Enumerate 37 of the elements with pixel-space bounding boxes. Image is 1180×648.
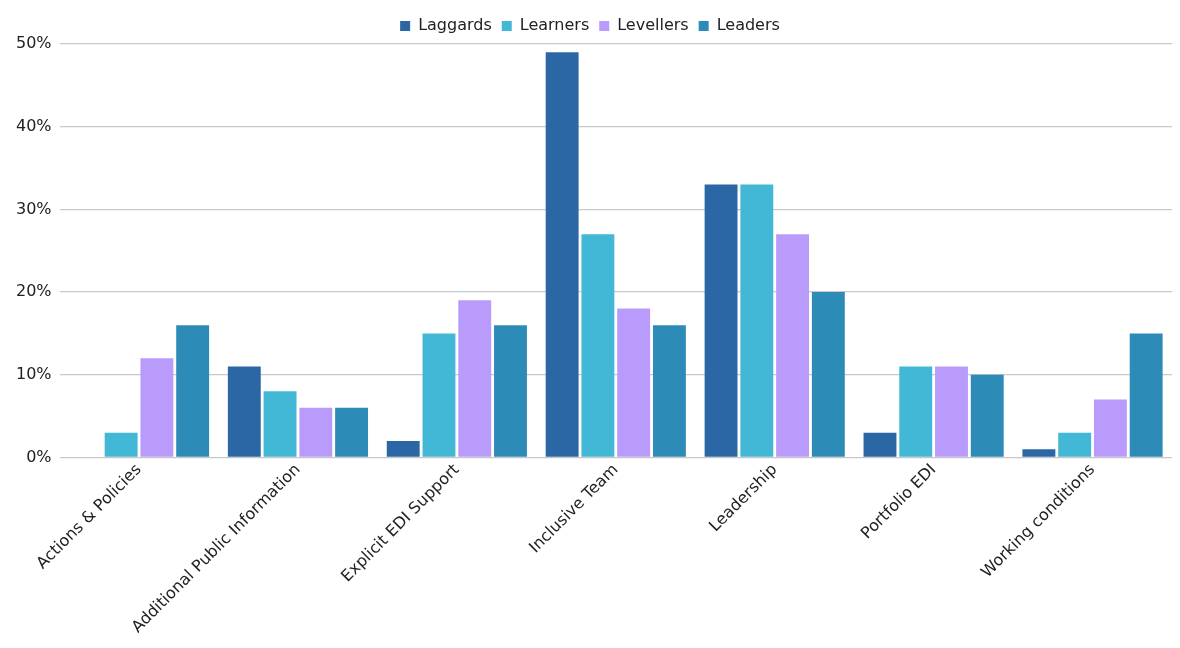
- legend-label: Levellers: [617, 15, 689, 35]
- bar: [1093, 399, 1127, 457]
- bar: [652, 325, 686, 457]
- bar: [863, 432, 897, 457]
- bar: [494, 325, 527, 457]
- bar: [545, 52, 579, 457]
- legend-label: Laggards: [418, 15, 492, 35]
- y-tick-label: 0%: [26, 446, 52, 466]
- bar: [1022, 449, 1056, 457]
- bar: [704, 184, 738, 457]
- bar: [617, 308, 651, 457]
- bar: [386, 440, 420, 457]
- y-tick-label: 40%: [16, 115, 52, 135]
- bar: [970, 374, 1004, 457]
- bar: [227, 366, 261, 457]
- bar: [104, 432, 138, 457]
- legend-label: Learners: [519, 15, 590, 35]
- bar: [1058, 432, 1092, 457]
- bar: [422, 333, 456, 457]
- bar: [581, 234, 615, 457]
- y-tick-label: 50%: [16, 33, 52, 53]
- bar: [935, 366, 968, 457]
- y-tick-label: 20%: [16, 281, 52, 301]
- bar: [176, 325, 210, 457]
- bar: [1129, 333, 1163, 457]
- bar: [140, 358, 174, 457]
- bar: [263, 391, 297, 457]
- bar: [458, 300, 492, 457]
- bar: [299, 407, 333, 457]
- y-tick-label: 10%: [16, 363, 52, 383]
- bar: [899, 366, 933, 457]
- legend-label: Leaders: [716, 15, 780, 35]
- bar: [335, 407, 369, 457]
- bar: [740, 184, 774, 457]
- bar: [811, 292, 845, 457]
- y-tick-label: 30%: [16, 198, 52, 218]
- bar: [776, 234, 810, 457]
